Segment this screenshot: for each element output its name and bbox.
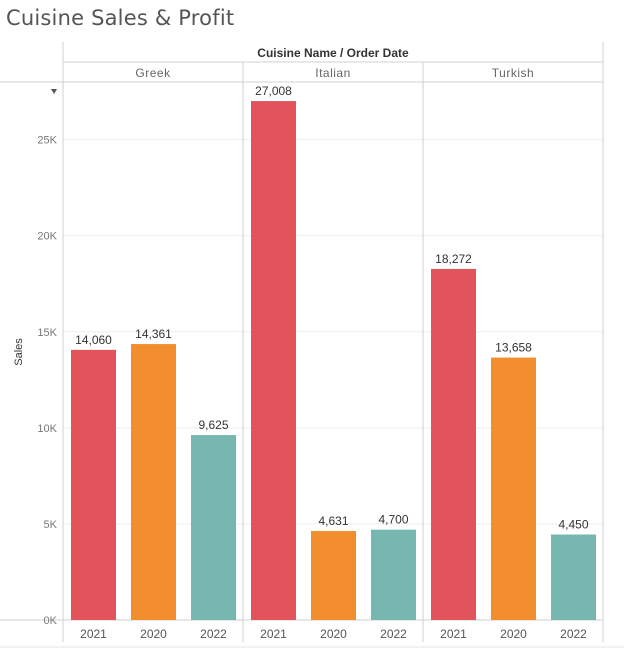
- y-tick-label: 5K: [44, 519, 58, 531]
- bar-turkish-2022[interactable]: [551, 534, 596, 620]
- x-tick-label: 2021: [260, 627, 287, 641]
- data-label: 14,361: [135, 327, 172, 341]
- bar-italian-2020[interactable]: [311, 531, 356, 620]
- y-tick-label: 10K: [37, 423, 57, 435]
- x-tick-label: 2020: [500, 627, 527, 641]
- data-label: 14,060: [75, 333, 112, 347]
- x-tick-label: 2020: [320, 627, 347, 641]
- panel-turkish: Turkish 18,272 2021 13,658 2020 4,450 2022: [431, 66, 596, 641]
- y-tick-label: 20K: [37, 231, 57, 243]
- x-tick-label: 2021: [440, 627, 467, 641]
- panel-header: Greek: [135, 66, 171, 80]
- sort-indicator-icon[interactable]: [51, 89, 57, 94]
- panel-greek: Greek 14,060 2021 14,361 2020 9,625 2022: [71, 66, 236, 641]
- x-tick-label: 2021: [80, 627, 107, 641]
- data-label: 4,631: [318, 514, 348, 528]
- data-label: 9,625: [198, 418, 228, 432]
- y-tick-label: 0K: [44, 615, 58, 627]
- y-tick-label: 15K: [37, 327, 57, 339]
- data-label: 27,008: [255, 84, 292, 98]
- panel-header: Turkish: [492, 66, 534, 80]
- x-tick-label: 2020: [140, 627, 167, 641]
- bar-greek-2022[interactable]: [191, 435, 236, 620]
- panel-header: Italian: [315, 66, 351, 80]
- y-tick-label: 25K: [37, 135, 57, 147]
- data-label: 4,450: [558, 517, 588, 531]
- panels: Greek14,060202114,36120209,6252022Italia…: [71, 66, 596, 641]
- bar-turkish-2020[interactable]: [491, 357, 536, 620]
- data-label: 4,700: [378, 513, 408, 527]
- bar-greek-2021[interactable]: [71, 349, 116, 620]
- x-tick-label: 2022: [380, 627, 407, 641]
- data-label: 18,272: [435, 252, 472, 266]
- y-axis-ticks: 0K 5K 10K 15K 20K 25K: [37, 135, 57, 627]
- bar-greek-2020[interactable]: [131, 344, 176, 620]
- column-header: Cuisine Name / Order Date: [257, 46, 409, 60]
- data-label: 13,658: [495, 341, 532, 355]
- x-tick-label: 2022: [200, 627, 227, 641]
- bar-italian-2021[interactable]: [251, 101, 296, 621]
- y-axis-label: Sales: [13, 338, 25, 366]
- x-tick-label: 2022: [560, 627, 587, 641]
- bar-turkish-2021[interactable]: [431, 268, 476, 620]
- chart-title: Cuisine Sales & Profit: [6, 6, 235, 30]
- bar-italian-2022[interactable]: [371, 529, 416, 620]
- panel-italian: Italian 27,008 2021 4,631 2020 4,700 2022: [251, 66, 416, 641]
